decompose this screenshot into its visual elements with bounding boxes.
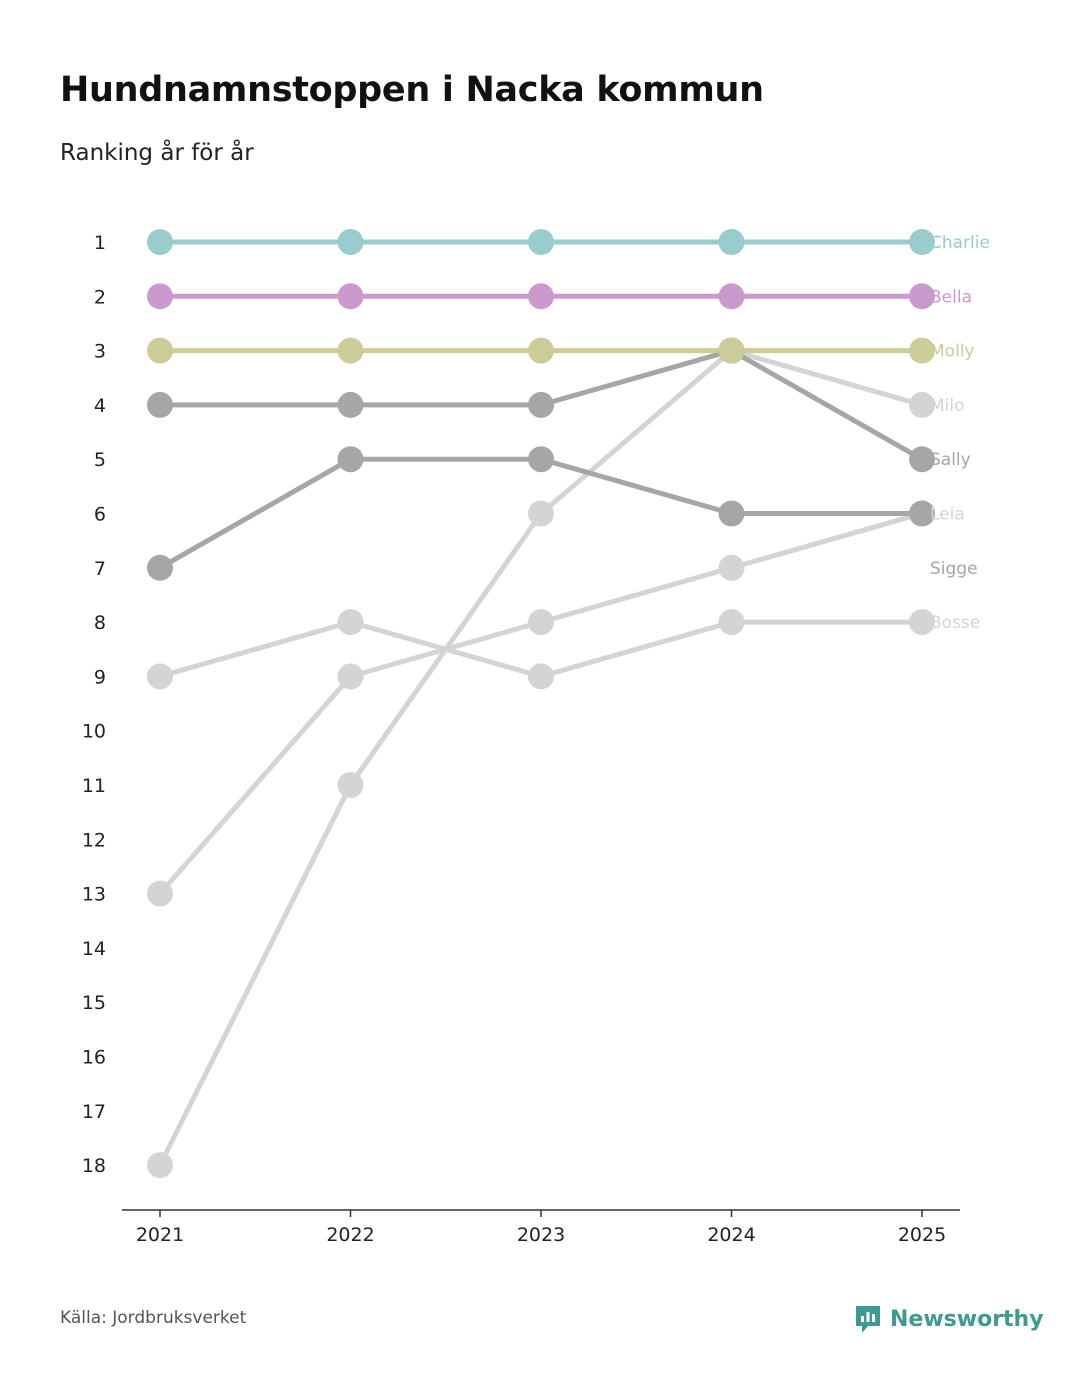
- y-tick-label: 5: [94, 449, 106, 471]
- series-lines: [157, 239, 925, 1168]
- data-point-leia[interactable]: [528, 609, 554, 636]
- y-tick-label: 17: [82, 1101, 106, 1123]
- data-point-charlie[interactable]: [147, 229, 173, 255]
- data-point-leia[interactable]: [147, 880, 173, 907]
- data-point-molly[interactable]: [528, 337, 554, 364]
- y-tick-label: 16: [82, 1047, 106, 1069]
- data-point-bosse[interactable]: [528, 663, 554, 690]
- data-point-molly[interactable]: [909, 337, 935, 364]
- data-point-bella[interactable]: [718, 283, 745, 310]
- data-point-sally[interactable]: [909, 500, 935, 527]
- brand-name: Newsworthy: [890, 1306, 1044, 1332]
- y-tick-label: 10: [82, 721, 106, 743]
- y-tick-label: 14: [82, 938, 106, 960]
- data-point-bella[interactable]: [147, 283, 173, 310]
- y-tick-label: 12: [82, 829, 106, 851]
- y-tick-label: 15: [82, 992, 106, 1014]
- end-label-leia: Leia: [930, 505, 965, 525]
- data-point-charlie[interactable]: [337, 229, 364, 255]
- y-tick-label: 8: [94, 612, 106, 634]
- end-label-molly: Molly: [930, 342, 975, 362]
- x-tick-label: 2023: [517, 1224, 565, 1246]
- data-point-sally[interactable]: [337, 446, 364, 473]
- y-tick-label: 2: [94, 286, 106, 308]
- data-point-bosse[interactable]: [718, 609, 745, 636]
- data-point-charlie[interactable]: [528, 229, 554, 255]
- data-point-bella[interactable]: [528, 283, 554, 310]
- data-point-milo[interactable]: [337, 772, 364, 798]
- data-point-milo[interactable]: [147, 1152, 173, 1179]
- data-point-sally[interactable]: [147, 554, 173, 581]
- y-tick-label: 7: [94, 558, 106, 580]
- end-label-charlie: Charlie: [930, 233, 990, 253]
- data-point-leia[interactable]: [337, 663, 364, 690]
- series-points: [147, 229, 935, 1179]
- data-point-sigge[interactable]: [337, 391, 364, 418]
- data-point-bosse[interactable]: [147, 663, 173, 690]
- y-tick-label: 1: [94, 232, 106, 254]
- x-tick-label: 2022: [326, 1224, 374, 1246]
- end-label-bosse: Bosse: [930, 613, 980, 633]
- chart-subtitle: Ranking år för år: [60, 140, 254, 166]
- data-point-bella[interactable]: [909, 283, 935, 310]
- data-point-charlie[interactable]: [909, 229, 935, 255]
- y-tick-label: 11: [82, 775, 106, 797]
- data-point-bosse[interactable]: [337, 609, 364, 636]
- data-point-molly[interactable]: [147, 337, 173, 364]
- data-point-molly[interactable]: [718, 337, 745, 364]
- chart-title: Hundnamnstoppen i Nacka kommun: [60, 70, 764, 110]
- x-tick-label: 2025: [898, 1224, 946, 1246]
- y-tick-label: 4: [94, 395, 106, 417]
- end-label-bella: Bella: [930, 287, 972, 307]
- newsworthy-logo-icon: [856, 1306, 880, 1333]
- y-tick-label: 3: [94, 341, 106, 363]
- y-tick-label: 18: [82, 1155, 106, 1177]
- source-note: Källa: Jordbruksverket: [60, 1308, 247, 1328]
- x-tick-label: 2024: [707, 1224, 755, 1246]
- data-point-leia[interactable]: [718, 554, 745, 581]
- end-label-sigge: Sigge: [930, 559, 978, 579]
- data-point-bella[interactable]: [337, 283, 364, 310]
- end-label-milo: Milo: [930, 396, 965, 416]
- data-point-sally[interactable]: [718, 500, 745, 527]
- data-point-sigge[interactable]: [147, 391, 173, 418]
- y-tick-label: 13: [82, 884, 106, 906]
- end-labels: Charlie Bella Molly Milo Sally Leia Sigge Bosse: [930, 233, 990, 633]
- x-tick-label: 2021: [136, 1224, 184, 1246]
- end-label-sally: Sally: [930, 450, 971, 470]
- data-point-milo[interactable]: [909, 391, 935, 418]
- x-axis-ticks: 2021 2022 2023 2024 2025: [136, 1210, 946, 1246]
- series-line-leia: [157, 511, 925, 897]
- y-tick-label: 9: [94, 666, 106, 688]
- data-point-molly[interactable]: [337, 337, 364, 364]
- data-point-milo[interactable]: [528, 500, 554, 527]
- data-point-sally[interactable]: [528, 446, 554, 473]
- y-tick-label: 6: [94, 504, 106, 526]
- brand-logo[interactable]: Newsworthy: [854, 1304, 1044, 1334]
- data-point-sigge[interactable]: [909, 446, 935, 473]
- data-point-sigge[interactable]: [528, 391, 554, 418]
- data-point-bosse[interactable]: [909, 609, 935, 636]
- series-line-milo: [157, 348, 925, 1168]
- data-point-charlie[interactable]: [718, 229, 745, 255]
